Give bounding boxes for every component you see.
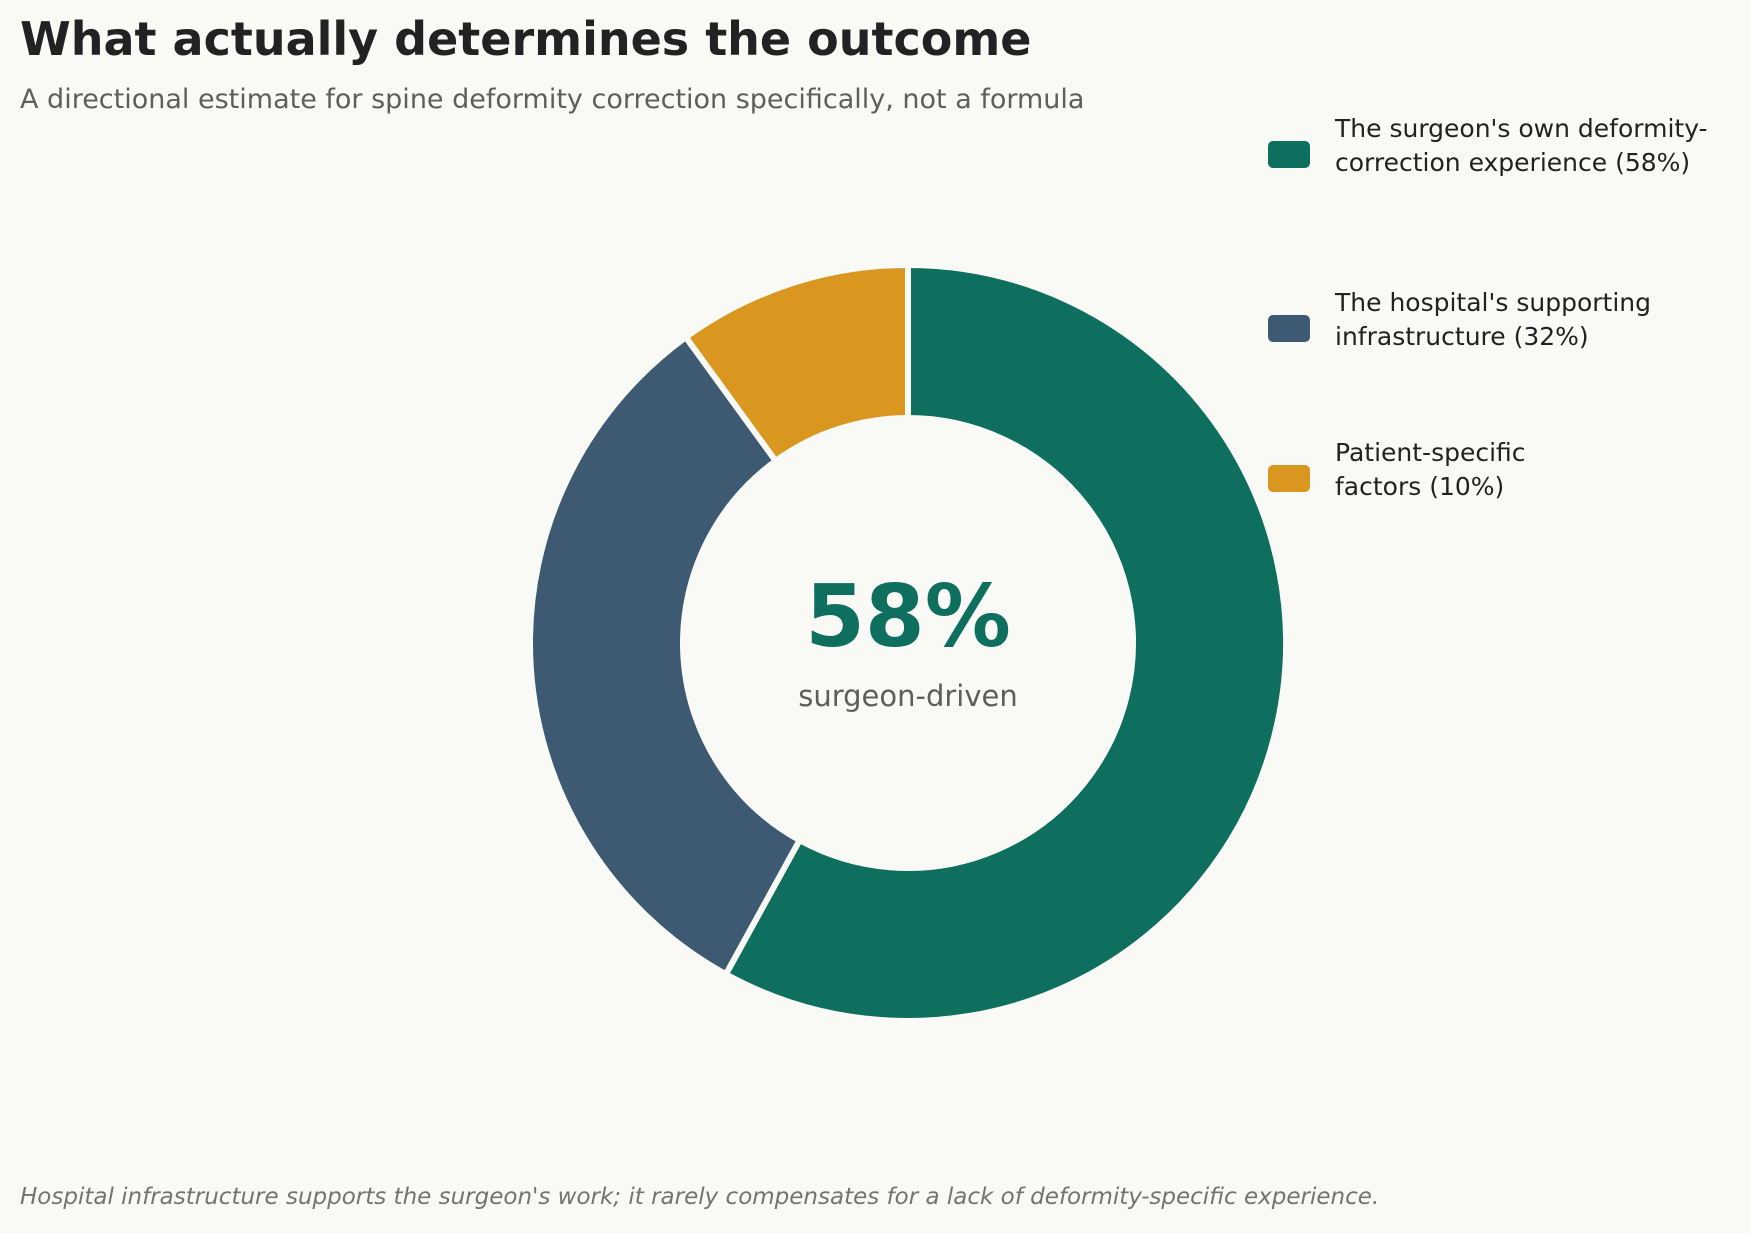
- legend-label-line: The hospital's supporting: [1335, 288, 1651, 317]
- legend-label-line: correction experience (58%): [1335, 148, 1691, 177]
- donut-slice-surgeon: [721, 261, 1289, 1024]
- chart-title: What actually determines the outcome: [20, 12, 1032, 66]
- footnote: Hospital infrastructure supports the sur…: [20, 1184, 1380, 1210]
- legend-label-line: The surgeon's own deformity-: [1335, 114, 1708, 143]
- donut-slices: [527, 261, 1289, 1024]
- center-value: 58%: [805, 567, 1011, 667]
- donut-slice-patient: [681, 261, 911, 466]
- legend-label-line: infrastructure (32%): [1335, 322, 1589, 351]
- legend-label-line: factors (10%): [1335, 472, 1505, 501]
- legend-swatch-surgeon: [1268, 141, 1310, 168]
- legend-label-surgeon: The surgeon's own deformity- correction …: [1335, 112, 1708, 180]
- legend-label-hospital: The hospital's supporting infrastructure…: [1335, 286, 1651, 354]
- donut-slice-hospital: [527, 332, 804, 979]
- legend-swatch-hospital: [1268, 315, 1310, 342]
- legend-swatch-patient: [1268, 465, 1310, 492]
- center-label: surgeon-driven: [798, 679, 1018, 713]
- chart-subtitle: A directional estimate for spine deformi…: [20, 84, 1085, 115]
- legend-label-patient: Patient-specific factors (10%): [1335, 436, 1526, 504]
- legend-label-line: Patient-specific: [1335, 438, 1526, 467]
